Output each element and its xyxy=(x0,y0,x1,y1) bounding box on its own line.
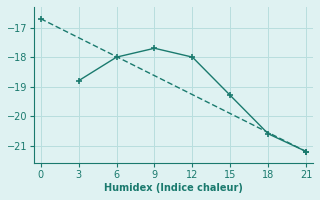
X-axis label: Humidex (Indice chaleur): Humidex (Indice chaleur) xyxy=(104,183,243,193)
